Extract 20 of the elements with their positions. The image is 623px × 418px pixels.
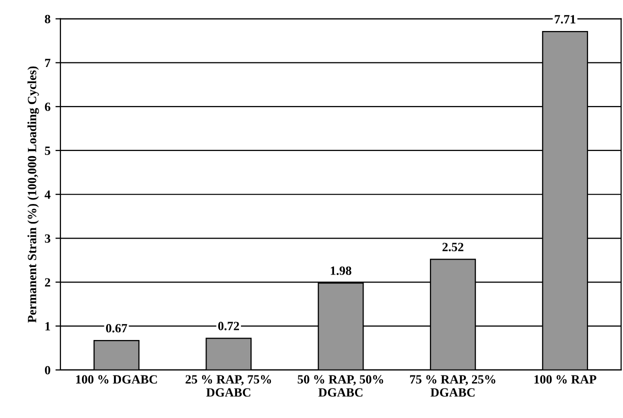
data-label: 2.52 [442,242,464,252]
y-tick-label: 6 [44,102,50,112]
y-tick-label: 3 [44,234,50,243]
x-tick-label: 75 % RAP, 25% DGABC [410,375,496,397]
y-tick-label: 7 [45,58,50,68]
data-label: 0.72 [218,322,240,330]
y-tick-label: 2 [44,278,50,286]
data-label: 0.67 [106,324,128,332]
x-tick-label: 100 % RAP [534,375,596,384]
y-tick-label: 8 [44,14,50,24]
y-tick-label: 4 [44,190,50,199]
y-tick-label: 1 [45,322,50,330]
x-tick-label: 100 % DGABC [76,375,157,384]
y-axis-title: Permanent Strain (%) (100,000 Loading Cycles) [27,66,39,323]
data-label: 1.98 [330,266,352,275]
data-label: 7.71 [554,15,576,24]
y-tick-label: 0 [44,366,50,374]
x-tick-label: 50 % RAP, 50% DGABC [298,375,384,397]
y-tick-label: 5 [44,146,50,155]
x-tick-label: 25 % RAP, 75% DGABC [186,375,271,397]
